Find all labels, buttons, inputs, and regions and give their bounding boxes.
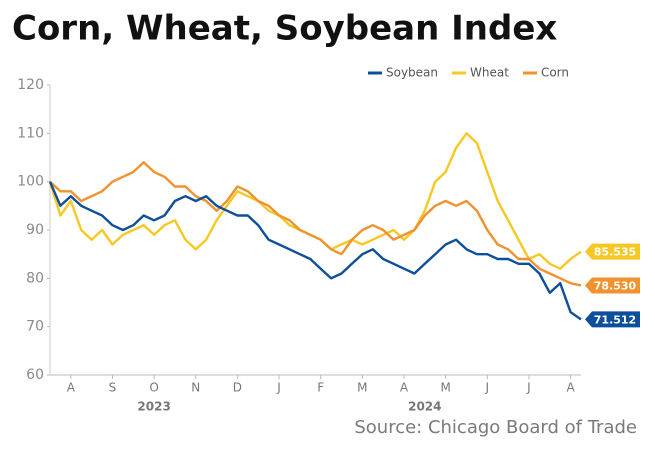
year-label: 2023	[137, 400, 170, 414]
line-soybean	[48, 181, 582, 321]
x-tick-label: O	[149, 381, 158, 395]
y-tick-label: 110	[17, 125, 44, 141]
line-corn	[49, 161, 582, 287]
y-tick-label: 100	[17, 174, 44, 190]
x-tick-label: M	[357, 381, 367, 395]
y-tick-label: 120	[17, 77, 44, 93]
end-tag: 71.512	[585, 311, 640, 328]
end-label: 71.512	[594, 313, 636, 326]
end-tag-shape	[585, 277, 640, 294]
year-label: 2024	[408, 400, 441, 414]
x-tick-label: F	[317, 381, 324, 395]
end-tag: 85.535	[585, 243, 640, 260]
x-tick-label: A	[400, 381, 409, 395]
y-tick-label: 60	[26, 367, 44, 383]
legend-label: Corn	[541, 66, 569, 80]
x-tick-label: J	[276, 381, 281, 395]
source: Source: Chicago Board of Trade	[354, 417, 637, 438]
end-tag: 78.530	[585, 277, 640, 294]
end-label: 78.530	[594, 279, 637, 292]
line-wheat	[48, 132, 582, 270]
x-tick-label: A	[566, 381, 575, 395]
y-tick-label: 70	[26, 319, 44, 335]
legend-label: Wheat	[470, 66, 509, 80]
x-tick-label: N	[191, 381, 200, 395]
y-tick-label: 80	[26, 270, 44, 286]
legend-label: Soybean	[386, 66, 438, 80]
y-tick-label: 90	[26, 222, 44, 238]
x-tick-label: J	[485, 381, 490, 395]
x-tick-label: J	[526, 381, 531, 395]
x-tick-label: M	[440, 381, 450, 395]
end-tag-shape	[585, 311, 640, 328]
x-tick-label: S	[109, 381, 117, 395]
end-tag-shape	[585, 243, 640, 260]
end-label: 85.535	[594, 246, 636, 259]
chart-title: Corn, Wheat, Soybean Index	[12, 9, 557, 49]
x-tick-label: A	[67, 381, 76, 395]
x-tick-label: D	[233, 381, 242, 395]
